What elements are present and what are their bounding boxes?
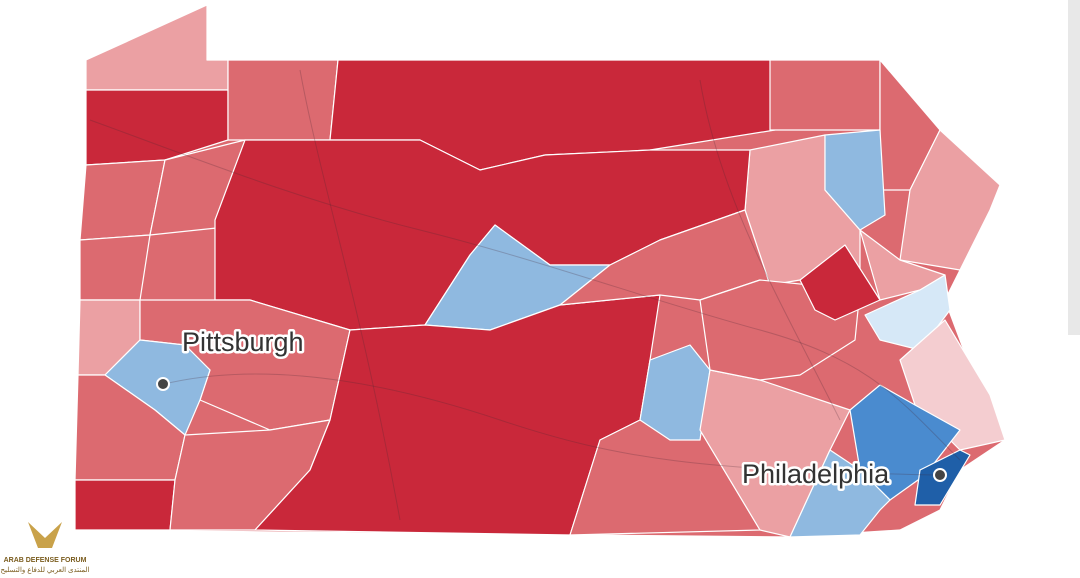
county	[227, 59, 339, 141]
watermark-subtitle: المنتدى العربي للدفاع والتسليح	[1, 566, 90, 574]
road	[89, 119, 961, 461]
city-dot	[156, 377, 170, 391]
county	[79, 234, 151, 301]
county	[864, 274, 951, 351]
city-dot	[933, 468, 947, 482]
county	[769, 59, 881, 131]
county	[824, 129, 886, 231]
road	[159, 373, 936, 476]
county	[799, 244, 881, 321]
watermark-name: ARAB DEFENSE FORUM	[4, 557, 87, 564]
county	[85, 4, 229, 91]
city-label: Pittsburgh	[182, 327, 304, 357]
county	[74, 479, 176, 531]
counties	[74, 4, 1006, 538]
scrollbar	[1068, 0, 1080, 335]
roads	[89, 69, 961, 521]
county	[789, 449, 891, 538]
watermark: ARAB DEFENSE FORUM المنتدى العربي للدفاع…	[1, 522, 90, 574]
city-label: Philadelphia	[742, 459, 890, 489]
road	[699, 79, 841, 421]
watermark-logo	[28, 522, 62, 548]
county	[85, 89, 229, 166]
road	[299, 69, 401, 521]
county	[639, 344, 711, 441]
